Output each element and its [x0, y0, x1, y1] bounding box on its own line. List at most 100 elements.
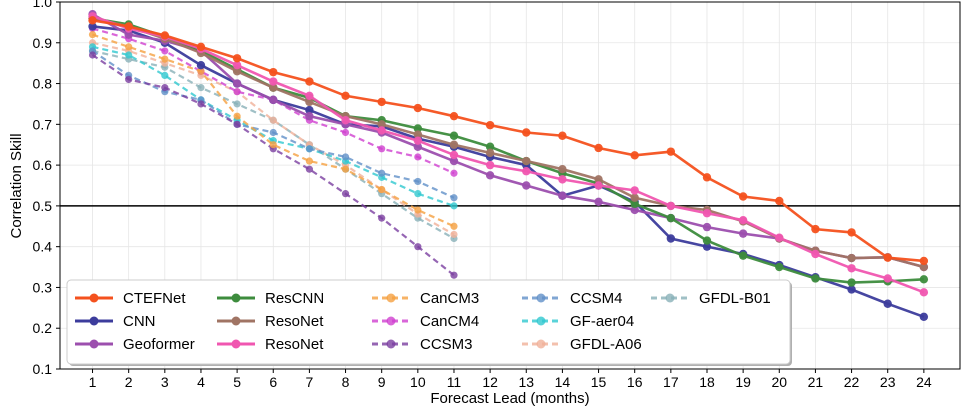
legend-swatch-marker — [386, 339, 396, 349]
legend-entry: CanCM3 — [372, 290, 479, 307]
x-tick-label: 4 — [197, 374, 205, 390]
y-tick-label: 0.7 — [33, 116, 53, 132]
data-point — [341, 91, 350, 100]
data-point — [919, 288, 929, 297]
data-point — [269, 116, 277, 124]
legend-label: GFDL-B01 — [699, 290, 771, 307]
legend-entry: GF-aer04 — [522, 313, 634, 330]
legend-label: CanCM3 — [420, 290, 479, 307]
data-point — [450, 230, 458, 239]
data-point — [450, 169, 458, 177]
data-point — [666, 147, 676, 156]
data-point — [414, 190, 422, 198]
data-point — [197, 67, 205, 75]
data-point — [124, 22, 133, 31]
x-tick-label: 8 — [342, 374, 350, 390]
data-point — [630, 186, 639, 195]
legend-entry: Geoformer — [75, 336, 195, 353]
x-tick-label: 23 — [880, 374, 896, 390]
x-tick-label: 5 — [233, 374, 241, 390]
data-point — [485, 171, 495, 180]
data-point — [341, 153, 350, 161]
data-point — [558, 164, 567, 174]
data-point — [377, 126, 386, 135]
data-point — [883, 274, 892, 283]
x-tick-label: 14 — [555, 374, 571, 390]
legend-label: ResoNet — [265, 336, 324, 353]
x-tick-label: 21 — [808, 374, 824, 390]
data-point — [161, 47, 169, 55]
data-point — [449, 131, 459, 140]
data-point — [88, 31, 97, 39]
x-tick-label: 6 — [269, 374, 277, 390]
legend-label: CanCM4 — [420, 313, 479, 330]
data-point — [160, 31, 170, 40]
legend-swatch-marker — [231, 316, 241, 326]
data-point — [919, 256, 929, 266]
data-point — [702, 222, 712, 232]
data-point — [847, 278, 856, 287]
data-point — [305, 111, 314, 121]
legend-entry: CTEFNet — [75, 290, 186, 307]
series-line — [92, 33, 455, 228]
series-layer — [88, 10, 929, 322]
legend-entry: CanCM4 — [372, 313, 479, 330]
legend-swatch-marker — [89, 339, 99, 349]
data-point — [414, 177, 422, 186]
legend-entry: GFDL-A06 — [522, 336, 642, 353]
data-point — [522, 128, 531, 137]
data-point — [811, 249, 820, 259]
data-point — [305, 77, 314, 86]
data-point — [196, 42, 206, 52]
y-tick-label: 0.3 — [33, 279, 53, 295]
data-point — [233, 120, 241, 128]
data-point — [450, 271, 458, 279]
series-line — [92, 17, 924, 284]
data-point — [377, 97, 386, 107]
data-point — [558, 131, 567, 140]
data-point — [666, 201, 676, 211]
data-point — [450, 222, 458, 230]
data-point — [305, 91, 314, 100]
legend-label: Geoformer — [123, 336, 195, 353]
data-point — [847, 264, 856, 273]
data-point — [233, 100, 241, 108]
data-point — [558, 191, 567, 200]
data-point — [738, 215, 748, 225]
data-point — [233, 112, 241, 120]
data-point — [811, 274, 820, 283]
y-tick-label: 0.2 — [33, 320, 53, 336]
legend-label: GF-aer04 — [570, 313, 634, 330]
x-tick-label: 24 — [916, 374, 932, 390]
data-point — [919, 312, 929, 322]
data-point — [811, 224, 820, 234]
data-point — [738, 229, 748, 238]
data-point — [88, 22, 97, 31]
data-point — [449, 111, 459, 121]
legend-swatch-marker — [665, 293, 675, 303]
data-point — [161, 71, 169, 79]
data-point — [413, 136, 423, 145]
x-axis-ticks: 1 2 3 4 5 6 7 8 9 10 11 12 13 14 15 16 17 18 19 20 21 22 23 24 — [89, 369, 932, 390]
x-tick-label: 13 — [518, 374, 534, 390]
x-tick-label: 7 — [305, 374, 313, 390]
data-point — [522, 181, 531, 190]
data-point — [450, 194, 458, 202]
data-point — [847, 228, 856, 237]
legend-swatch-marker — [231, 339, 241, 349]
data-point — [413, 124, 423, 133]
data-point — [233, 88, 241, 96]
data-point — [738, 251, 748, 260]
data-point — [125, 51, 133, 59]
data-point — [594, 197, 603, 207]
legend-swatch-marker — [89, 316, 99, 326]
data-point — [232, 79, 242, 88]
series-line — [92, 41, 455, 236]
data-point — [594, 175, 603, 184]
data-point — [485, 160, 495, 170]
legend-entry: ResoNet — [217, 336, 324, 353]
data-point — [449, 156, 459, 166]
data-point — [485, 148, 495, 158]
data-point — [522, 156, 531, 166]
